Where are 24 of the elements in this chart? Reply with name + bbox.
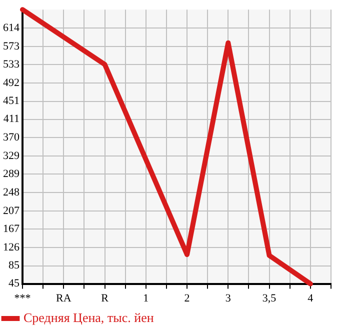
y-tick-label: 411	[3, 113, 20, 126]
x-tick-label: 2	[184, 292, 190, 304]
y-tick-label: 289	[3, 168, 20, 180]
y-tick-label: 45	[8, 278, 20, 290]
x-tick-label: 4	[308, 292, 314, 304]
y-tick-label: 614	[3, 22, 20, 34]
x-tick-label: 3,5	[262, 292, 277, 304]
y-tick-label: 451	[3, 95, 20, 108]
y-tick-label: 167	[3, 222, 20, 235]
y-tick-label: 492	[3, 76, 20, 89]
x-tick-label: 3	[225, 292, 232, 304]
legend-label: Средняя Цена, тыс. йен	[24, 310, 154, 325]
y-tick-label: 533	[3, 58, 20, 70]
x-tick-label: ***	[14, 292, 31, 304]
x-tick-label: RA	[56, 292, 72, 304]
x-tick-label: R	[101, 292, 110, 304]
y-tick-label: 85	[8, 260, 20, 272]
y-tick-label: 370	[3, 132, 20, 144]
y-tick-label: 573	[3, 40, 20, 52]
y-tick-label: 207	[3, 204, 20, 217]
y-tick-label: 126	[3, 241, 20, 254]
y-tick-label: 248	[3, 186, 20, 198]
x-tick-label: 1	[143, 292, 149, 304]
y-tick-label: 329	[3, 150, 20, 162]
